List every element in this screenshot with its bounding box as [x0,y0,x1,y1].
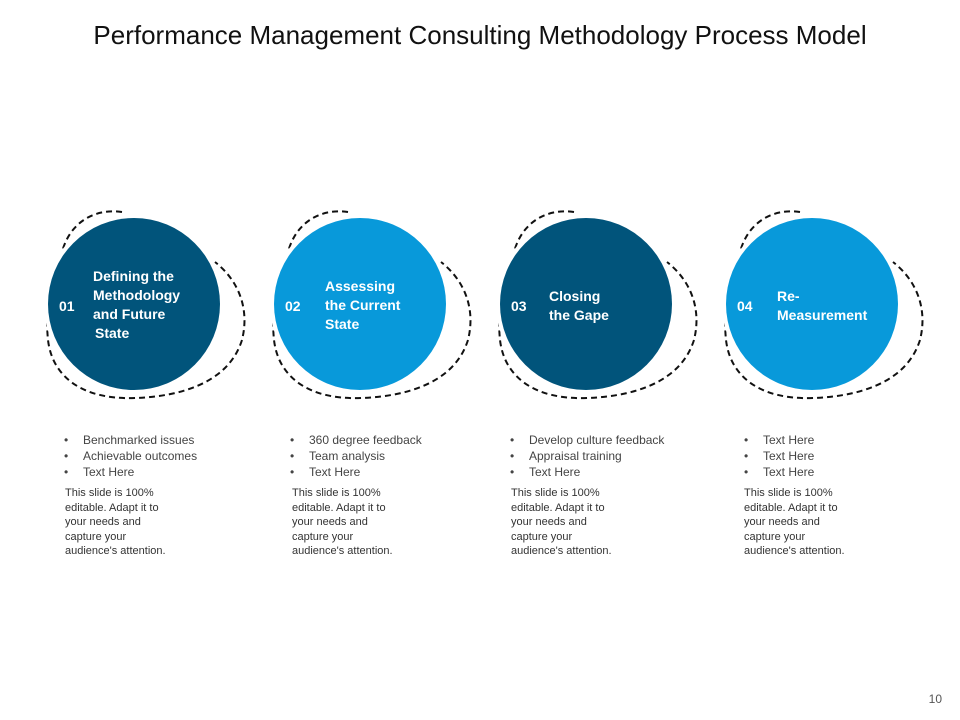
label-line: the Gape [549,307,609,323]
bullet-item: Text Here [290,464,422,480]
description-line: editable. Adapt it to [744,501,838,514]
description-line: your needs and [511,516,587,528]
step-description: This slide is 100% editable. Adapt it to… [65,486,200,559]
step-number: 02 [285,298,301,314]
step-4-graphic [722,210,924,400]
description-line: editable. Adapt it to [511,501,605,514]
circle-2 [274,218,446,390]
description-line: audience's attention. [292,545,393,557]
bullet-item: Achievable outcomes [64,448,197,464]
bullet-item: Text Here [64,464,197,480]
label-line: State [95,325,130,341]
description-line: capture your [511,530,573,543]
step-label: Assessing the Current State [325,277,440,334]
description-line: your needs and [65,516,141,528]
label-line: Closing [549,288,601,304]
bullet-item: Text Here [510,464,664,480]
slide-title: Performance Management Consulting Method… [93,20,867,50]
bullet-item: Appraisal training [510,448,664,464]
label-line: Assessing [325,278,396,294]
bullet-item: Text Here [744,448,814,464]
label-line: the Current [325,297,401,313]
step-3-graphic [496,210,698,400]
label-line: and Future [93,306,166,322]
process-step-2: 02 Assessing the Current State 360 degre… [266,0,496,720]
process-step-3: 03 Closing the Gape Develop culture feed… [492,0,722,720]
step-2-graphic [270,210,472,400]
bullet-list: 360 degree feedback Team analysis Text H… [290,432,422,480]
description-line: your needs and [744,516,820,528]
page-number: 10 [928,692,942,706]
bullet-item: Text Here [744,432,814,448]
step-label: Defining the Methodology and Future Stat… [93,267,208,343]
bullet-item: Develop culture feedback [510,432,664,448]
bullet-list: Develop culture feedback Appraisal train… [510,432,664,480]
description-line: editable. Adapt it to [292,501,386,514]
step-number: 04 [737,298,753,314]
description-line: This slide is 100% [65,487,154,499]
label-line: Methodology [93,287,181,303]
step-description: This slide is 100% editable. Adapt it to… [744,486,879,559]
bullet-list: Text Here Text Here Text Here [744,432,814,480]
process-step-1: 01 Defining the Methodology and Future S… [40,0,270,720]
circle-1 [48,218,220,390]
label-line: Re- [777,288,800,304]
description-line: This slide is 100% [744,487,833,499]
bullet-item: Team analysis [290,448,422,464]
circle-3 [500,218,672,390]
description-line: This slide is 100% [292,487,381,499]
step-label: Closing the Gape [549,287,664,325]
description-line: capture your [65,530,127,543]
label-line: Defining the [93,268,174,284]
description-line: your needs and [292,516,368,528]
label-line: State [325,316,360,332]
description-line: capture your [744,530,806,543]
step-description: This slide is 100% editable. Adapt it to… [511,486,646,559]
description-line: capture your [292,530,354,543]
description-line: audience's attention. [65,545,166,557]
description-line: audience's attention. [511,545,612,557]
bullet-item: 360 degree feedback [290,432,422,448]
bullet-item: Benchmarked issues [64,432,197,448]
label-line: Measurement [777,307,868,323]
step-1-graphic [44,210,246,400]
step-description: This slide is 100% editable. Adapt it to… [292,486,427,559]
circle-4 [726,218,898,390]
description-line: editable. Adapt it to [65,501,159,514]
step-number: 03 [511,298,527,314]
bullet-list: Benchmarked issues Achievable outcomes T… [64,432,197,480]
description-line: This slide is 100% [511,487,600,499]
step-label: Re- Measurement [777,287,892,325]
bullet-item: Text Here [744,464,814,480]
description-line: audience's attention. [744,545,845,557]
step-number: 01 [59,298,75,314]
process-step-4: 04 Re- Measurement Text Here Text Here T… [718,0,948,720]
